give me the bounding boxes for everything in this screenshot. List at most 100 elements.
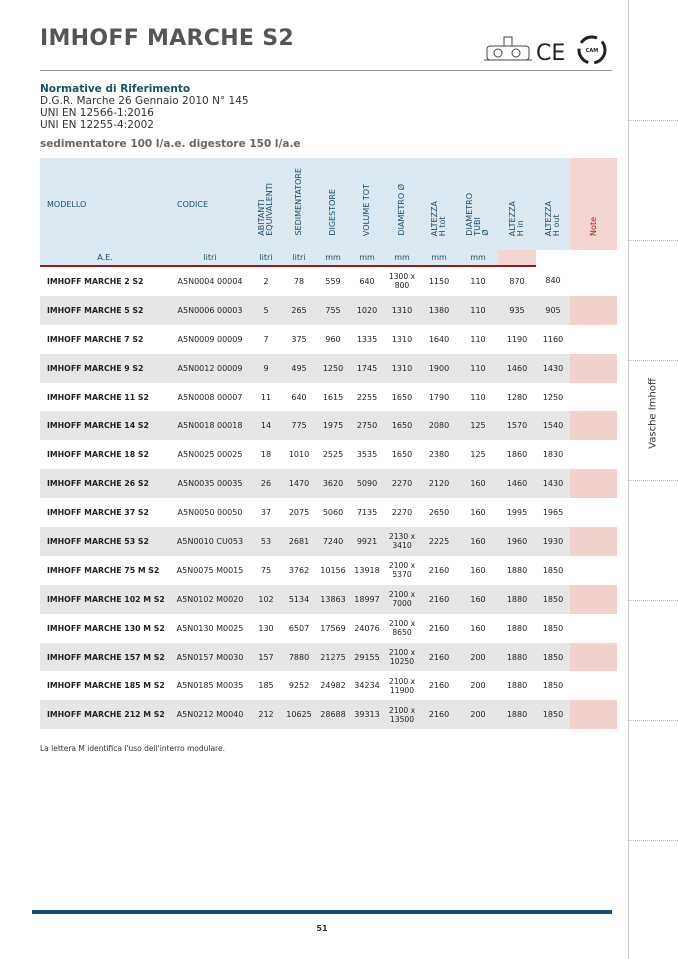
cell: 5090: [350, 469, 384, 499]
note-cell: [570, 700, 617, 730]
unit: litri: [170, 250, 250, 267]
norms: Normative di Riferimento D.G.R. Marche 2…: [40, 83, 249, 131]
cell: 7: [263, 334, 269, 344]
table-row: IMHOFF MARCHE 185 M S2 A5N0185 M0035 185 92…: [40, 671, 617, 700]
note-cell: [570, 527, 617, 556]
cell: 2650: [428, 508, 450, 518]
column-header: Note: [570, 158, 617, 250]
header-row: MODELLO CODICE ABITANTI EQUIVALENTI SEDIMENT…: [40, 158, 617, 250]
cell: 9921: [350, 527, 384, 556]
model-cell: IMHOFF MARCHE 157 M S2: [40, 642, 170, 672]
model-cell: IMHOFF MARCHE 18 S2: [47, 450, 149, 460]
cell: 1310: [384, 353, 420, 383]
header-line: H tot: [438, 216, 447, 236]
cell: 10625: [282, 700, 316, 730]
table-row: IMHOFF MARCHE 2 S2 A5N0004 00004 2 78 559 640…: [40, 266, 617, 296]
note-cell: [570, 671, 617, 700]
cell: 28688: [316, 700, 350, 730]
cell: 960: [325, 334, 341, 344]
header-line: DIAMETRO Ø: [397, 184, 406, 236]
cell: 1650: [391, 450, 413, 460]
table-row: IMHOFF MARCHE 157 M S2 A5N0157 M0030 157 78…: [40, 642, 617, 672]
table-row: IMHOFF MARCHE 14 S2 A5N0018 00018 14 775 197…: [40, 411, 617, 441]
cell: 1850: [536, 700, 570, 730]
cell: 2160: [420, 584, 458, 614]
cell: 14: [250, 411, 282, 441]
cell: 2100 x 5370: [384, 556, 420, 585]
cell: 1745: [350, 353, 384, 383]
header-line: H in: [516, 220, 525, 236]
cell: 2270: [391, 508, 413, 518]
cell: 1250: [542, 392, 564, 402]
model-cell: IMHOFF MARCHE 75 M S2: [47, 565, 160, 575]
cell: 130: [258, 623, 274, 633]
cell-text: 1300 x 800: [388, 272, 416, 291]
header-text: VOLUME TOT: [362, 184, 371, 242]
note-cell: [570, 498, 617, 527]
page-number: 51: [316, 924, 328, 933]
cell: A5N0035 00035: [170, 469, 250, 499]
cell: 110: [458, 295, 498, 325]
cell: 78: [293, 276, 305, 286]
cell: 870: [509, 276, 525, 286]
cell: 495: [282, 353, 316, 383]
spec-table: MODELLO CODICE ABITANTI EQUIVALENTI SEDIMENT…: [40, 158, 617, 730]
header-line: H out: [552, 214, 561, 236]
side-dots: [628, 240, 678, 241]
cell: 2080: [420, 411, 458, 441]
table-row: IMHOFF MARCHE 26 S2 A5N0035 00035 26 1470 36…: [40, 469, 617, 499]
model-cell: IMHOFF MARCHE 185 M S2: [47, 681, 165, 691]
cell: 34234: [354, 681, 380, 691]
model-cell: IMHOFF MARCHE 37 S2: [47, 508, 149, 518]
cam-label: CAM: [586, 48, 599, 54]
column-header: SEDIMENTATORE: [282, 158, 316, 250]
cell: 1430: [536, 469, 570, 499]
ce-mark: CE: [536, 41, 565, 66]
cell: 53: [250, 527, 282, 556]
cell: 1010: [288, 450, 310, 460]
cell: 17569: [320, 623, 346, 633]
page-title: IMHOFF MARCHE S2: [40, 26, 294, 51]
cell: 125: [470, 450, 486, 460]
cell: 2255: [356, 392, 378, 402]
header-text: DIAMETRO TUBI Ø: [465, 193, 490, 242]
cell: A5N0009 00009: [177, 334, 243, 344]
cell: 6507: [288, 623, 310, 633]
cell: 1850: [542, 681, 564, 691]
cell: A5N0050 00050: [177, 508, 243, 518]
cell: 200: [458, 700, 498, 730]
cell: 1975: [316, 411, 350, 441]
norms-lines: D.G.R. Marche 26 Gennaio 2010 N° 145 UNI …: [40, 95, 249, 131]
cell: 2100 x 13500: [384, 700, 420, 730]
model-cell: IMHOFF MARCHE 11 S2: [47, 392, 149, 402]
cell: 1880: [498, 700, 536, 730]
cell: 110: [470, 276, 486, 286]
header-text: DIGESTORE: [328, 189, 337, 242]
unit: mm: [384, 250, 420, 267]
cell: 37: [260, 508, 272, 518]
cell: 3535: [356, 450, 378, 460]
cell: 375: [291, 334, 307, 344]
cell: 2525: [322, 450, 344, 460]
cell: 18: [260, 450, 272, 460]
cell: 2160: [428, 681, 450, 691]
cell: 9: [250, 353, 282, 383]
cell: 9252: [288, 681, 310, 691]
cell-text: 2100 x 10250: [388, 648, 416, 667]
cell: 1380: [420, 295, 458, 325]
side-dots: [628, 480, 678, 481]
cell: 5134: [282, 584, 316, 614]
footer-bar: [32, 910, 612, 914]
header-text: ABITANTI EQUIVALENTI: [257, 183, 274, 242]
unit: A.E.: [40, 250, 170, 267]
cell: 1790: [428, 392, 450, 402]
cell: 7240: [316, 527, 350, 556]
cell: A5N0006 00003: [170, 295, 250, 325]
model-cell: IMHOFF MARCHE 130 M S2: [47, 623, 165, 633]
side-dots: [628, 840, 678, 841]
cell: 2380: [428, 450, 450, 460]
cell: 2681: [282, 527, 316, 556]
cell: 265: [282, 295, 316, 325]
cell: 18997: [350, 584, 384, 614]
cell-text: 2100 x 8650: [388, 619, 416, 638]
